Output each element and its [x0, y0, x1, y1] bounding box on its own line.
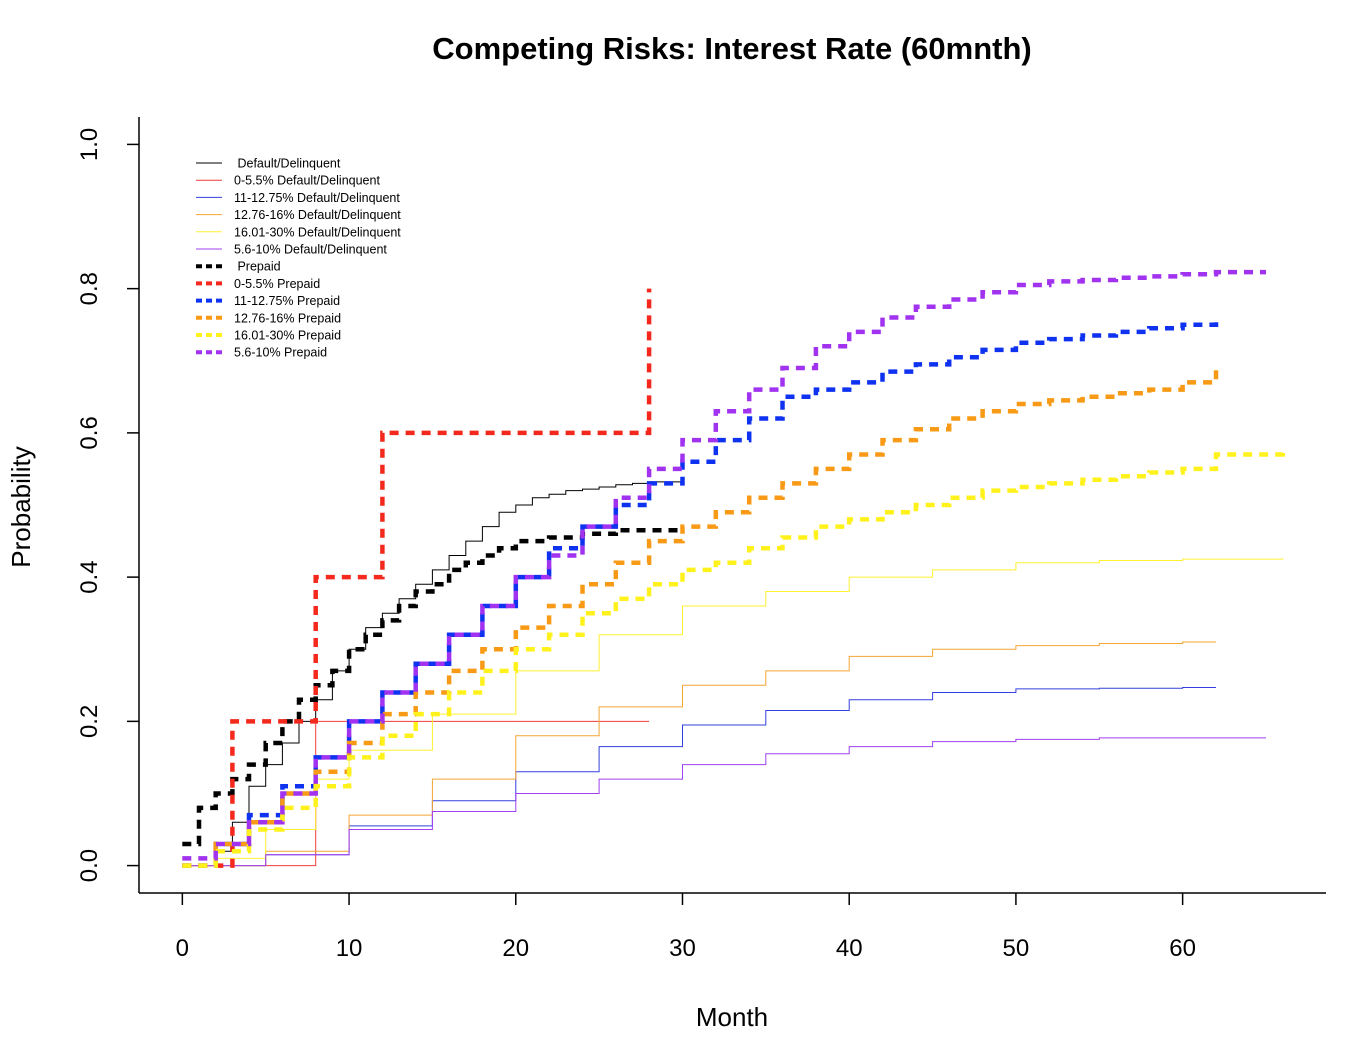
series-line-9: [182, 368, 1219, 868]
legend-label-5: 5.6-10% Default/Delinquent: [234, 243, 387, 257]
legend-label-1: 0-5.5% Default/Delinquent: [234, 174, 380, 188]
legend-label-7: 0-5.5% Prepaid: [234, 277, 320, 291]
series-line-3: [182, 641, 1216, 867]
x-tick-label: 20: [502, 935, 529, 962]
legend: Default/Delinquent 0-5.5% Default/Delinqu…: [196, 157, 401, 360]
x-tick-label: 60: [1169, 935, 1196, 962]
x-axis-title: Month: [696, 1002, 768, 1032]
y-axis-title: Probability: [6, 446, 36, 567]
x-tick-label: 0: [176, 935, 189, 962]
legend-label-2: 11-12.75% Default/Delinquent: [234, 191, 400, 205]
legend-label-11: 5.6-10% Prepaid: [234, 346, 327, 360]
series-line-7: [182, 288, 652, 868]
y-tick-label: 0.2: [76, 705, 103, 738]
x-tick-label: 50: [1003, 935, 1030, 962]
y-tick-label: 0.4: [76, 560, 103, 593]
x-tick-label: 40: [836, 935, 863, 962]
series-line-8: [182, 321, 1219, 868]
legend-label-3: 12.76-16% Default/Delinquent: [234, 208, 401, 222]
y-tick-label: 0.6: [76, 416, 103, 449]
legend-label-0: Default/Delinquent: [234, 157, 341, 171]
legend-label-4: 16.01-30% Default/Delinquent: [234, 225, 401, 239]
x-tick-label: 10: [336, 935, 363, 962]
series-line-6: [182, 527, 685, 847]
series-line-11: [182, 269, 1266, 861]
legend-label-6: Prepaid: [234, 260, 281, 274]
legend-label-8: 11-12.75% Prepaid: [234, 294, 340, 308]
legend-label-9: 12.76-16% Prepaid: [234, 311, 341, 325]
chart-title: Competing Risks: Interest Rate (60mnth): [432, 31, 1031, 66]
y-tick-label: 0.8: [76, 272, 103, 305]
axes: 0 10 20 30 40 50 60 0.0 0.2 0.4 0.6 0.8 1.0: [76, 117, 1326, 962]
y-tick-label: 1.0: [76, 128, 103, 161]
series-line-0: [182, 481, 683, 867]
legend-label-10: 16.01-30% Prepaid: [234, 329, 341, 343]
x-tick-label: 30: [669, 935, 696, 962]
series-line-4: [182, 558, 1284, 867]
series-group: [182, 269, 1285, 868]
y-tick-label: 0.0: [76, 849, 103, 882]
series-line-5: [182, 737, 1266, 867]
series-line-10: [182, 450, 1285, 868]
series-line-2: [182, 687, 1216, 867]
